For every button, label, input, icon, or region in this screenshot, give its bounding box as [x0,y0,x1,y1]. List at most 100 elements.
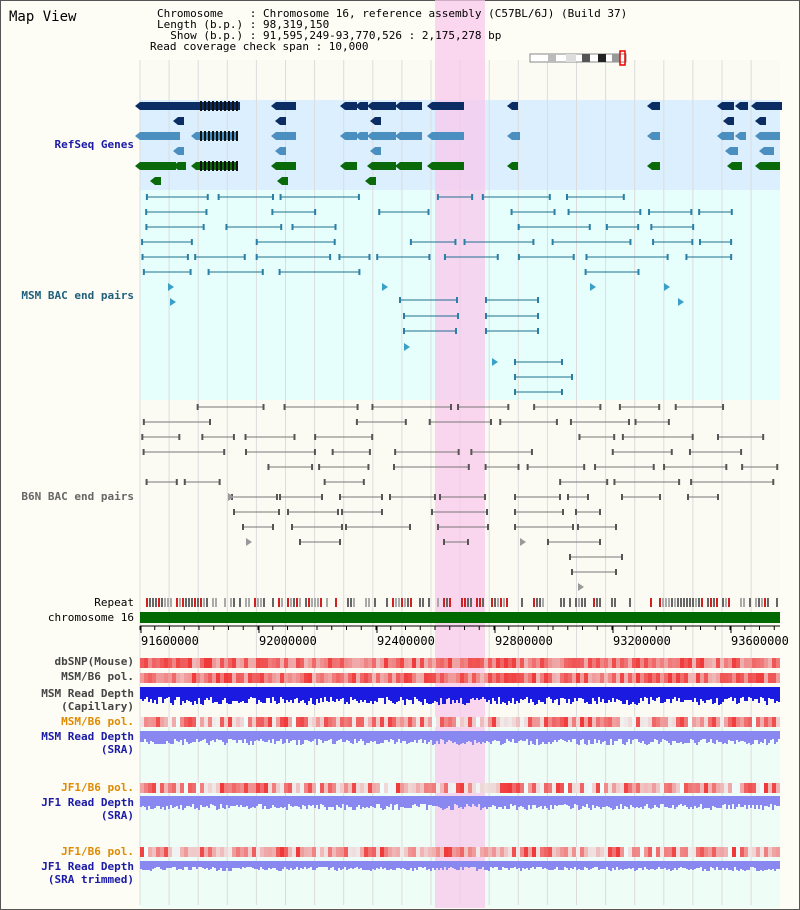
msm-depth-sra-bar [202,731,204,740]
msm-depth-capillary-bar [388,687,390,700]
b6n-bac-end [223,449,226,455]
jf1-depth-sra-bar [566,796,568,805]
dbsnp-bar [368,658,372,668]
msm-depth-capillary-bar [592,687,594,698]
jf1-depth-sra-bar [466,796,468,804]
msm-depth-capillary-bar [584,687,586,703]
msm-depth-capillary-bar [214,687,216,702]
jf1-depth-sra-bar [370,796,372,806]
track-label-msm-bac[interactable]: MSM BAC end pairs [21,289,134,302]
jf1-depth-sra-bar [328,796,330,807]
dbsnp-bar [188,658,192,668]
msm-bac-end [186,254,189,260]
msm-depth-sra-bar [324,731,326,741]
msm-b6-pol-bar [140,673,144,683]
jf1-depth-sra-bar [662,796,664,804]
track-label-dbsnp: dbSNP(Mouse) [54,655,134,668]
jf1-depth-trimmed-bar [680,861,682,867]
msm-depth-sra-bar [532,731,534,744]
msm-b6-pol2-bar [292,717,296,727]
jf1-depth-trimmed-bar [246,861,248,867]
msm-b6-pol2-bar [540,717,544,727]
repeat-element [308,598,310,607]
jf1-b6-pol2-bar [420,847,424,857]
msm-b6-pol2-bar [556,717,560,727]
jf1-b6-pol2-bar [560,847,564,857]
msm-depth-capillary-bar [342,687,344,698]
jf1-b6-pol-bar [528,783,532,793]
jf1-b6-pol-bar [516,783,520,793]
jf1-depth-trimmed-bar [390,861,392,869]
jf1-b6-pol-bar [212,783,216,793]
jf1-depth-sra-bar [666,796,668,807]
jf1-b6-pol2-bar [172,847,176,857]
jf1-depth-sra-bar [188,796,190,806]
jf1-depth-trimmed-bar [260,861,262,867]
repeat-element [470,598,472,607]
jf1-depth-sra-bar [380,796,382,808]
track-label-refseq-genes[interactable]: RefSeq Genes [54,138,134,151]
msm-b6-pol-bar [208,673,212,683]
jf1-depth-trimmed-bar [446,861,448,870]
msm-bac-end [537,328,539,334]
track-label-b6n-bac[interactable]: B6N BAC end pairs [21,490,134,503]
msm-depth-capillary-bar [244,687,246,703]
jf1-depth-trimmed-bar [594,861,596,867]
dbsnp-bar [520,658,524,668]
msm-depth-capillary-bar [320,687,322,698]
msm-depth-sra-bar [328,731,330,740]
jf1-depth-sra-bar [228,796,230,808]
jf1-depth-trimmed-bar [286,861,288,869]
msm-depth-sra-bar [168,731,170,743]
dbsnp-bar [160,658,164,668]
jf1-b6-pol2-bar [260,847,264,857]
repeat-element [494,598,496,607]
msm-depth-sra-bar [356,731,358,743]
jf1-b6-pol2-bar [648,847,652,857]
msm-depth-sra-bar [312,731,314,741]
msm-depth-sra-bar [516,731,518,743]
repeat-element [212,598,214,607]
msm-depth-capillary-bar [220,687,222,704]
jf1-depth-trimmed-bar [678,861,680,868]
msm-depth-sra-bar [240,731,242,740]
msm-depth-sra-bar [468,731,470,741]
repeat-element [755,598,757,607]
jf1-depth-sra-bar [392,796,394,810]
msm-depth-capillary-bar [486,687,488,702]
msm-depth-capillary-bar [390,687,392,701]
msm-b6-pol-bar [368,673,372,683]
jf1-depth-sra-bar [592,796,594,805]
jf1-b6-pol2-bar [396,847,400,857]
gene-feature [276,162,296,170]
jf1-depth-trimmed-bar [702,861,704,871]
msm-depth-sra-bar [630,731,632,744]
jf1-b6-pol-bar [164,783,168,793]
msm-depth-sra-bar [258,731,260,741]
msm-depth-sra-bar [660,731,662,742]
dbsnp-bar [152,658,156,668]
dbsnp-bar [388,658,392,668]
msm-depth-sra-bar [680,731,682,742]
msm-depth-capillary-bar [252,687,254,698]
jf1-depth-sra-bar [318,796,320,809]
msm-depth-sra-bar [348,731,350,741]
msm-depth-capillary-bar [640,687,642,698]
jf1-b6-pol2-bar [768,847,772,857]
msm-b6-pol-bar [632,673,636,683]
jf1-depth-trimmed-bar [618,861,620,870]
jf1-depth-sra-bar [648,796,650,808]
jf1-depth-trimmed-bar [456,861,458,870]
b6n-bac-end [487,524,489,530]
jf1-b6-pol2-bar [700,847,704,857]
gene-arrow [367,102,372,110]
msm-b6-pol-bar [664,673,668,683]
repeat-element [500,598,502,607]
msm-b6-pol-bar [332,673,336,683]
jf1-depth-trimmed-bar [460,861,462,867]
msm-depth-sra-bar [248,731,250,745]
jf1-b6-pol2-bar [684,847,688,857]
repeat-element [584,598,586,607]
jf1-b6-pol-bar [700,783,704,793]
jf1-depth-trimmed-bar [500,861,502,870]
